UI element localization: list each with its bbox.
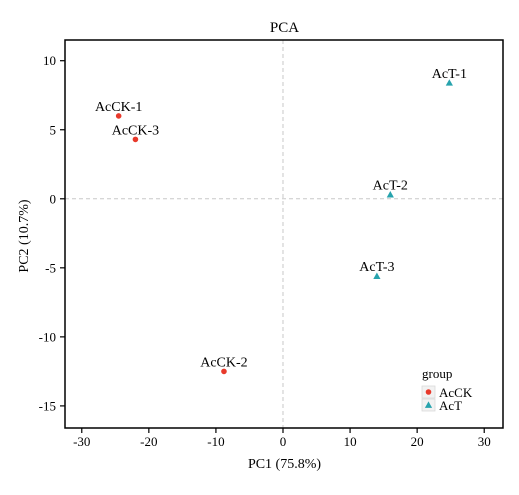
y-axis-label: PC2 (10.7%) <box>17 199 32 272</box>
x-tick-label: -20 <box>140 434 157 449</box>
y-tick-label: 5 <box>50 122 57 137</box>
data-point <box>221 368 227 375</box>
data-point <box>373 272 381 279</box>
x-tick-label: 10 <box>344 434 357 449</box>
legend-entry-label: AcT <box>439 398 462 413</box>
plot-area: -30 -20 -10 0 10 20 30 10 5 0 -5 -10 -15 AcCK-1 AcCK-3… <box>39 39 504 449</box>
y-tick-label: -5 <box>45 260 56 275</box>
y-tick-label: -15 <box>39 398 56 413</box>
y-tick-label: 10 <box>43 53 56 68</box>
legend-marker <box>425 389 432 395</box>
point-label: AcCK-2 <box>200 355 247 370</box>
point-label: AcT-3 <box>359 260 394 275</box>
point-label: AcT-2 <box>373 179 408 194</box>
data-point <box>386 191 394 198</box>
data-point <box>132 136 139 143</box>
point-label: AcCK-1 <box>95 100 142 115</box>
y-tick-label: -10 <box>39 329 56 344</box>
y-tick-label: 0 <box>50 191 57 206</box>
data-point <box>445 79 453 86</box>
point-label: AcT-1 <box>432 67 467 82</box>
legend-marker <box>424 401 433 408</box>
x-tick-label: -30 <box>73 434 90 449</box>
x-axis-label: PC1 (75.8%) <box>248 457 321 472</box>
chart-title: PCA <box>270 20 299 36</box>
data-point <box>115 113 122 119</box>
legend-entry-label: AcCK <box>439 385 473 400</box>
x-tick-label: 20 <box>411 434 424 449</box>
point-label: AcCK-3 <box>112 123 159 138</box>
x-tick-label: 0 <box>280 434 287 449</box>
plot-frame <box>64 39 504 429</box>
x-tick-label: 30 <box>478 434 491 449</box>
x-tick-label: -10 <box>207 434 224 449</box>
legend-title: group <box>422 366 452 381</box>
